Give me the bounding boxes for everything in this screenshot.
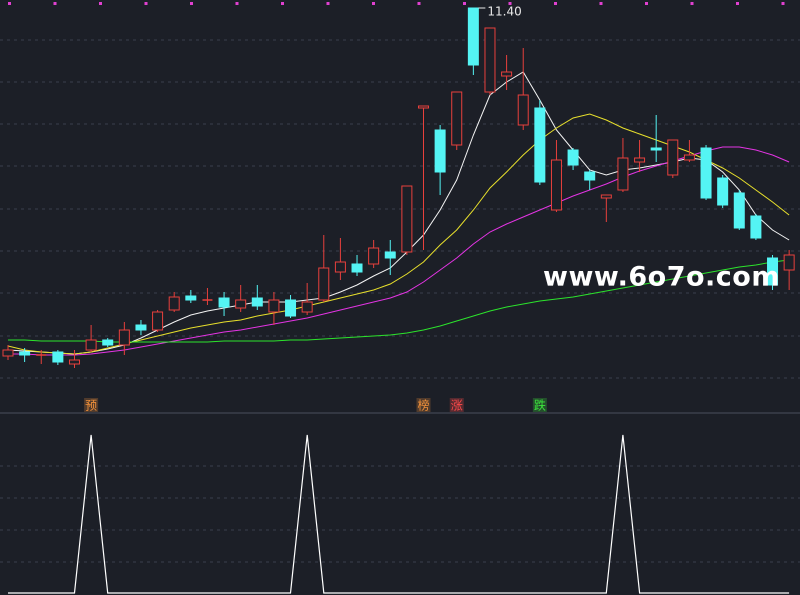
candle-body [750, 215, 762, 239]
candle-body [2, 349, 14, 357]
moving-average [7, 113, 790, 355]
top-markers [8, 2, 785, 5]
top-dot [645, 2, 648, 5]
candle-body [634, 157, 646, 163]
signal-label: 跌 [534, 398, 546, 413]
candle-body [318, 267, 330, 301]
moving-average [7, 71, 790, 355]
top-dot [736, 2, 739, 5]
candle-body [534, 107, 546, 183]
candle-body [484, 27, 496, 93]
candle-body [118, 329, 130, 346]
candle-body [368, 247, 380, 265]
candle-body [85, 339, 97, 351]
candle-body [517, 94, 529, 126]
candle-body [185, 295, 197, 301]
signal-badge [449, 398, 464, 412]
moving-average [8, 146, 790, 356]
top-dot [554, 2, 557, 5]
candle-body [268, 299, 280, 313]
candle-body [301, 301, 313, 313]
candle-body [567, 149, 579, 166]
top-dot [8, 2, 11, 5]
candle-body [285, 299, 297, 317]
signal-badge [84, 398, 99, 412]
candle-body [733, 192, 745, 229]
candle-body [401, 185, 413, 253]
top-dot [599, 2, 603, 5]
candle-body [434, 129, 446, 173]
top-dot [99, 2, 102, 5]
top-dot [463, 2, 466, 5]
candle-body [19, 351, 31, 356]
top-dot [372, 2, 375, 5]
top-dot [190, 2, 193, 5]
signal-label: 榜 [417, 398, 429, 413]
top-dot [417, 2, 421, 5]
candle-body [767, 257, 779, 286]
candle-body [334, 261, 346, 273]
candle-body [235, 299, 247, 309]
signal-label: 涨 [451, 398, 463, 413]
watermark: www.6o7o.com [543, 262, 780, 293]
top-dot [781, 2, 785, 5]
candle-body [650, 147, 662, 151]
candle-body [467, 7, 479, 66]
indicator-line [8, 434, 790, 594]
candle-body [717, 177, 729, 206]
moving-average [8, 259, 790, 343]
signal-label: 预 [85, 399, 97, 413]
candle-body [617, 157, 629, 191]
candle-body [351, 263, 363, 273]
top-dot [53, 2, 57, 5]
candle-body [683, 154, 695, 161]
high-label: 11.40 [487, 5, 521, 19]
grid [0, 39, 800, 563]
candle-body [584, 171, 596, 181]
candle-body [600, 194, 612, 199]
top-dot [690, 2, 694, 5]
top-dot [508, 2, 512, 5]
candle-body [667, 139, 679, 176]
candle-body [135, 324, 147, 331]
top-dot [326, 2, 330, 5]
signal-badge [532, 398, 547, 412]
candle-body [102, 339, 114, 346]
candle-body [152, 311, 164, 331]
candle-body [52, 351, 64, 363]
candle-body [550, 159, 562, 211]
candle-body [783, 254, 795, 271]
candle-body [384, 251, 396, 259]
candle-body [418, 105, 429, 109]
candle-body [218, 297, 230, 308]
candle-body [251, 297, 263, 307]
candle-body [68, 359, 80, 365]
top-dot [281, 2, 284, 5]
top-dot [144, 2, 148, 5]
top-dot [235, 2, 239, 5]
signal-badge [416, 398, 431, 412]
candle-body [451, 91, 463, 146]
candle-body [501, 71, 513, 77]
candle-body [168, 296, 180, 311]
candle-body [700, 147, 712, 199]
